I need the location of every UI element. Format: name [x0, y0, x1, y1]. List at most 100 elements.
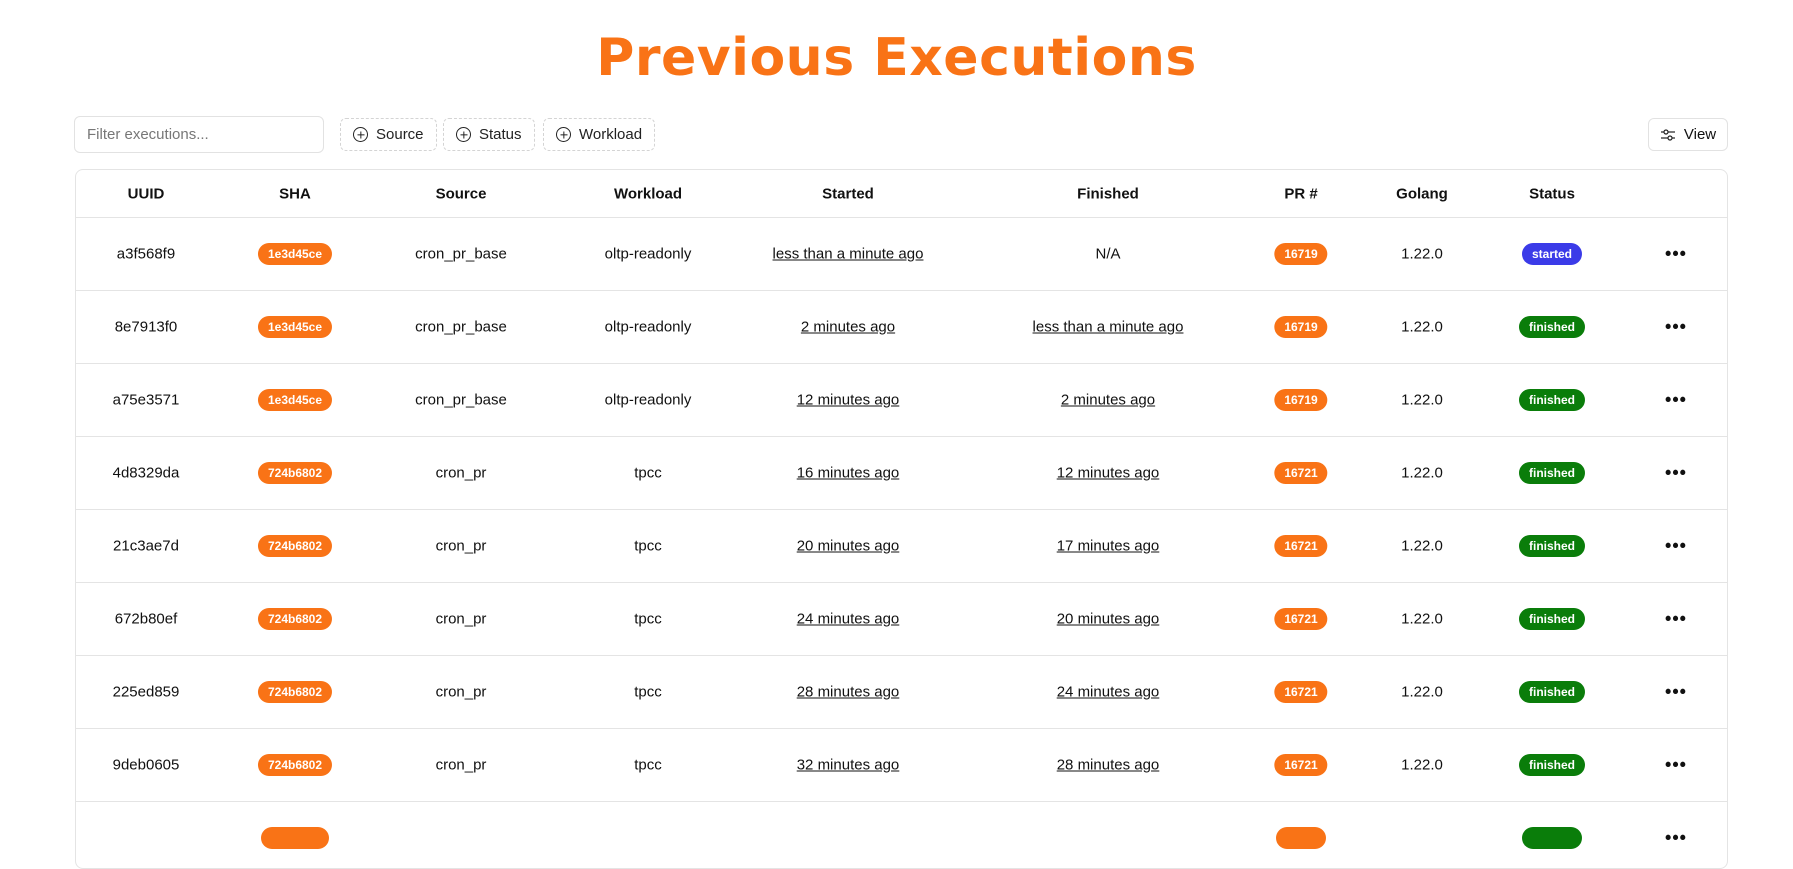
source-cell: cron_pr_base	[415, 391, 507, 409]
source-cell: cron_pr_base	[415, 245, 507, 263]
row-actions-menu-icon[interactable]: •••	[1665, 754, 1687, 775]
golang-cell: 1.22.0	[1401, 683, 1443, 701]
status-cell: finished	[1518, 316, 1586, 338]
golang-cell: 1.22.0	[1401, 318, 1443, 336]
table-row[interactable]: 21c3ae7d 724b6802 cron_pr tpcc 20 minutes ag…	[76, 510, 1727, 583]
source-cell: cron_pr	[435, 756, 487, 774]
column-header[interactable]: SHA	[279, 185, 311, 202]
finished-cell[interactable]: 20 minutes ago	[1056, 610, 1160, 628]
finished-cell[interactable]: 2 minutes ago	[1060, 391, 1156, 409]
started-cell[interactable]: 12 minutes ago	[796, 391, 900, 409]
column-header[interactable]: Source	[435, 185, 487, 202]
uuid-cell: 9deb0605	[112, 756, 180, 774]
finished-cell[interactable]: 17 minutes ago	[1056, 537, 1160, 555]
plus-circle-icon	[556, 127, 571, 142]
view-options-button[interactable]: View	[1648, 118, 1728, 151]
workload-cell: tpcc	[634, 756, 662, 774]
sha-cell: 724b6802	[257, 535, 333, 557]
pr-cell: 16719	[1274, 243, 1328, 265]
row-actions-menu-icon[interactable]: •••	[1665, 608, 1687, 629]
started-cell[interactable]: less than a minute ago	[772, 245, 924, 263]
workload-cell: oltp-readonly	[604, 391, 692, 409]
status-cell: started	[1521, 243, 1583, 265]
column-header[interactable]: Finished	[1077, 185, 1139, 202]
sha-cell	[261, 827, 329, 849]
status-cell: finished	[1518, 608, 1586, 630]
column-header[interactable]: Workload	[613, 185, 683, 202]
workload-cell: tpcc	[634, 464, 662, 482]
filter-executions-input[interactable]	[74, 116, 324, 153]
table-row[interactable]: 225ed859 724b6802 cron_pr tpcc 28 minutes ag…	[76, 656, 1727, 729]
view-label: View	[1683, 126, 1717, 143]
golang-cell: 1.22.0	[1401, 756, 1443, 774]
started-cell[interactable]: 24 minutes ago	[796, 610, 900, 628]
sha-cell: 724b6802	[257, 681, 333, 703]
row-actions-menu-icon[interactable]: •••	[1665, 535, 1687, 556]
finished-cell[interactable]: 12 minutes ago	[1056, 464, 1160, 482]
status-filter-button[interactable]: Status	[443, 118, 535, 151]
workload-filter-button[interactable]: Workload	[543, 118, 656, 151]
sha-cell: 724b6802	[257, 462, 333, 484]
started-cell[interactable]: 16 minutes ago	[796, 464, 900, 482]
workload-cell: tpcc	[634, 537, 662, 555]
table-row[interactable]: 8e7913f0 1e3d45ce cron_pr_base oltp-readonl…	[76, 291, 1727, 364]
golang-cell: 1.22.0	[1401, 464, 1443, 482]
row-actions-menu-icon[interactable]: •••	[1665, 462, 1687, 483]
started-cell[interactable]: 2 minutes ago	[800, 318, 896, 336]
executions-table: UUID SHA Source Workload Started Finished PR #…	[75, 169, 1728, 869]
status-cell: finished	[1518, 535, 1586, 557]
row-actions-menu-icon[interactable]: •••	[1665, 389, 1687, 410]
column-header[interactable]: Status	[1529, 185, 1575, 202]
workload-cell: oltp-readonly	[604, 318, 692, 336]
uuid-cell: 8e7913f0	[114, 318, 178, 336]
golang-cell: 1.22.0	[1401, 537, 1443, 555]
source-cell: cron_pr	[435, 610, 487, 628]
golang-cell: 1.22.0	[1401, 391, 1443, 409]
status-filter-label: Status	[479, 126, 522, 143]
column-header[interactable]: UUID	[127, 185, 165, 202]
sha-cell: 724b6802	[257, 608, 333, 630]
row-actions-menu-icon[interactable]: •••	[1665, 681, 1687, 702]
source-cell: cron_pr	[435, 683, 487, 701]
sha-cell: 724b6802	[257, 754, 333, 776]
source-filter-button[interactable]: Source	[340, 118, 437, 151]
table-row[interactable]: a3f568f9 1e3d45ce cron_pr_base oltp-readonl…	[76, 218, 1727, 291]
pr-cell: 16719	[1274, 316, 1328, 338]
column-header[interactable]: Started	[822, 185, 874, 202]
table-row[interactable]: a75e3571 1e3d45ce cron_pr_base oltp-readonl…	[76, 364, 1727, 437]
table-row[interactable]: 4d8329da 724b6802 cron_pr tpcc 16 minutes ag…	[76, 437, 1727, 510]
pr-cell: 16721	[1274, 754, 1328, 776]
plus-circle-icon	[353, 127, 368, 142]
golang-cell: 1.22.0	[1401, 245, 1443, 263]
table-header-row: UUID SHA Source Workload Started Finished PR #…	[76, 170, 1727, 218]
pr-cell: 16721	[1274, 608, 1328, 630]
uuid-cell: 4d8329da	[112, 464, 180, 482]
started-cell[interactable]: 28 minutes ago	[796, 683, 900, 701]
table-row[interactable]: 672b80ef 724b6802 cron_pr tpcc 24 minutes ag…	[76, 583, 1727, 656]
finished-cell[interactable]: 28 minutes ago	[1056, 756, 1160, 774]
pr-cell: 16721	[1274, 462, 1328, 484]
table-row[interactable]: 9deb0605 724b6802 cron_pr tpcc 32 minutes ag…	[76, 729, 1727, 802]
row-actions-menu-icon[interactable]: •••	[1665, 243, 1687, 264]
uuid-cell: a75e3571	[112, 391, 180, 409]
finished-cell: N/A	[1095, 245, 1121, 263]
workload-filter-label: Workload	[579, 126, 643, 143]
started-cell[interactable]: 20 minutes ago	[796, 537, 900, 555]
status-cell: finished	[1518, 754, 1586, 776]
sha-cell: 1e3d45ce	[257, 316, 333, 338]
pr-cell: 16719	[1274, 389, 1328, 411]
sha-cell: 1e3d45ce	[257, 243, 333, 265]
source-cell: cron_pr_base	[415, 318, 507, 336]
row-actions-menu-icon[interactable]: •••	[1665, 316, 1687, 337]
table-row[interactable]: •••	[76, 802, 1727, 868]
source-cell: cron_pr	[435, 464, 487, 482]
started-cell[interactable]: 32 minutes ago	[796, 756, 900, 774]
finished-cell[interactable]: 24 minutes ago	[1056, 683, 1160, 701]
pr-cell: 16721	[1274, 535, 1328, 557]
uuid-cell: 672b80ef	[114, 610, 178, 628]
status-cell: finished	[1518, 462, 1586, 484]
uuid-cell: a3f568f9	[116, 245, 176, 263]
column-header[interactable]: PR #	[1284, 185, 1318, 202]
column-header[interactable]: Golang	[1396, 185, 1448, 202]
finished-cell[interactable]: less than a minute ago	[1032, 318, 1184, 336]
